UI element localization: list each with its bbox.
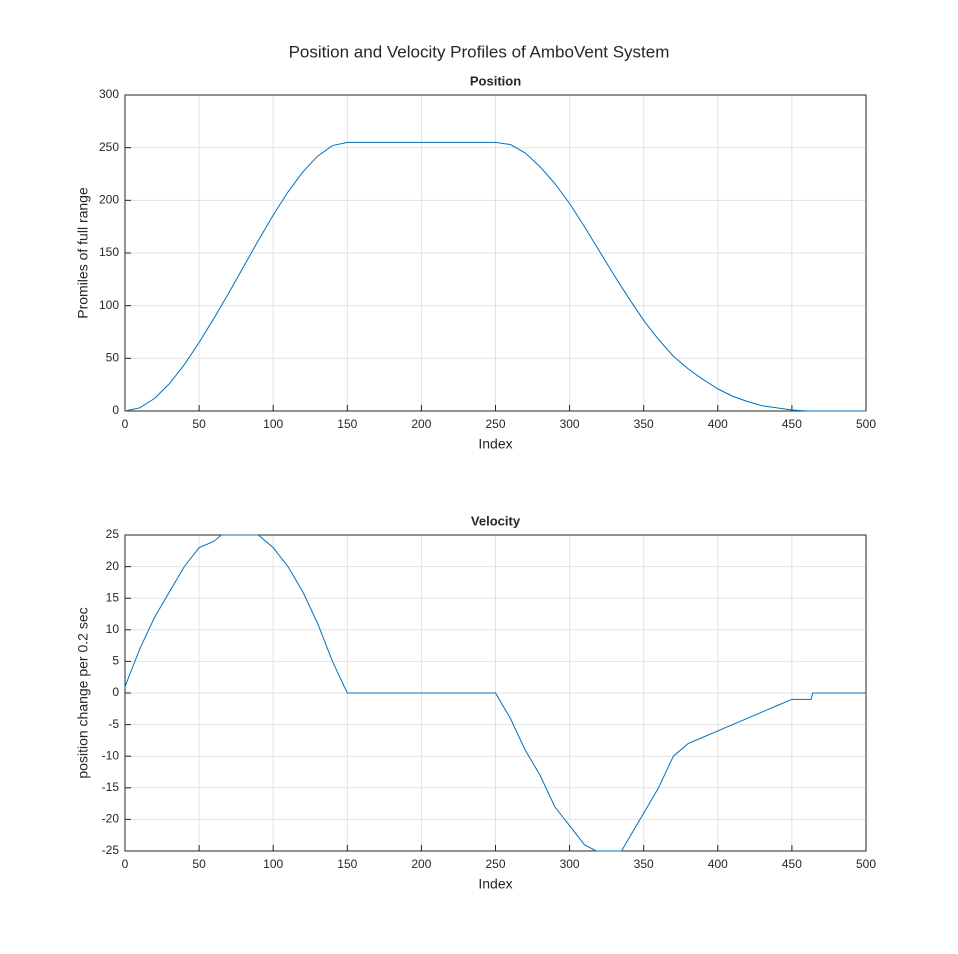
x-tick-label: 0: [122, 417, 129, 431]
x-tick-label: 150: [337, 857, 357, 871]
y-tick-label: 20: [106, 559, 120, 573]
x-tick-label: 50: [192, 417, 206, 431]
data-line: [124, 534, 866, 852]
x-tick-label: 450: [782, 417, 802, 431]
x-tick-label: 200: [411, 857, 431, 871]
y-tick-label: 0: [112, 403, 119, 417]
x-tick-label: 250: [485, 857, 505, 871]
y-tick-label: 0: [112, 685, 119, 699]
x-axis-label: Index: [478, 436, 512, 452]
x-tick-label: 0: [122, 857, 129, 871]
x-tick-label: 350: [634, 857, 654, 871]
x-tick-label: 50: [192, 857, 206, 871]
x-tick-label: 400: [708, 857, 728, 871]
y-tick-label: 15: [106, 590, 120, 604]
x-tick-label: 150: [337, 417, 357, 431]
x-tick-label: 200: [411, 417, 431, 431]
subplot-title: Position: [470, 73, 521, 88]
x-tick-label: 100: [263, 857, 283, 871]
y-tick-label: -10: [102, 748, 120, 762]
x-tick-label: 100: [263, 417, 283, 431]
y-tick-label: 10: [106, 622, 120, 636]
y-tick-label: 5: [112, 654, 119, 668]
y-axis-label: position change per 0.2 sec: [75, 607, 91, 778]
y-tick-label: 100: [99, 298, 119, 312]
y-tick-label: 150: [99, 245, 119, 259]
x-axis-label: Index: [478, 876, 512, 892]
data-line: [124, 141, 866, 412]
x-tick-label: 250: [485, 417, 505, 431]
x-tick-label: 300: [560, 417, 580, 431]
x-tick-label: 400: [708, 417, 728, 431]
axes-box: [124, 94, 867, 412]
y-tick-label: 200: [99, 193, 119, 207]
x-tick-label: 350: [634, 417, 654, 431]
y-tick-label: 300: [99, 87, 119, 101]
y-axis-label: Promiles of full range: [75, 187, 91, 319]
x-tick-label: 500: [856, 857, 876, 871]
y-tick-label: 25: [106, 527, 120, 541]
x-tick-label: 500: [856, 417, 876, 431]
x-tick-label: 300: [560, 857, 580, 871]
y-tick-label: -20: [102, 812, 120, 826]
y-tick-label: -15: [102, 780, 120, 794]
x-tick-label: 450: [782, 857, 802, 871]
y-tick-label: 250: [99, 140, 119, 154]
figure-title: Position and Velocity Profiles of AmboVe…: [289, 42, 670, 61]
subplot-title: Velocity: [471, 513, 521, 528]
y-tick-label: 50: [106, 351, 120, 365]
y-tick-label: -25: [102, 843, 120, 857]
y-tick-label: -5: [108, 717, 119, 731]
